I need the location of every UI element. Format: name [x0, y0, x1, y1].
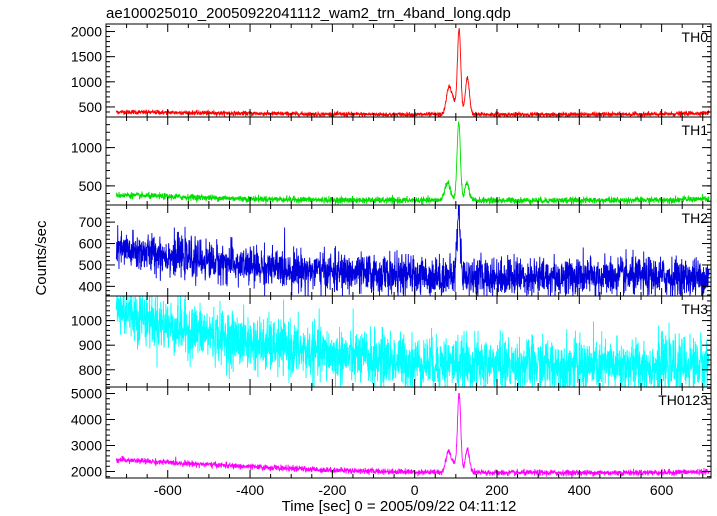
- x-axis: -600 -400 -200 0 200 400 600: [154, 482, 674, 498]
- y-tick-label: 400: [79, 278, 103, 294]
- x-tick-label: 200: [485, 482, 509, 498]
- panel-th0: 500 1000 1500 2000 TH0: [71, 23, 712, 118]
- series-th2: [115, 205, 710, 296]
- panel-label: TH1: [682, 122, 709, 138]
- series-th0123: [115, 392, 710, 478]
- y-tick-label: 5000: [71, 386, 102, 402]
- x-tick-label: -600: [154, 482, 182, 498]
- y-tick-label: 4000: [71, 412, 102, 428]
- x-tick-label: -400: [236, 482, 264, 498]
- y-tick-label: 3000: [71, 438, 102, 454]
- x-tick-label: 600: [650, 482, 674, 498]
- series-th3: [115, 296, 710, 387]
- series-th0: [115, 28, 710, 117]
- x-tick-label: -200: [318, 482, 346, 498]
- y-tick-label: 2000: [71, 24, 102, 40]
- x-axis-label: Time [sec] 0 = 2005/09/22 04:11:12: [282, 498, 517, 515]
- y-tick-label: 900: [79, 337, 103, 353]
- panel-label: TH0123: [658, 392, 708, 408]
- y-tick-label: 600: [79, 236, 103, 252]
- panel-frame: [105, 386, 712, 479]
- y-tick-label: 500: [79, 99, 103, 115]
- panel-th3: 800 900 1000 TH3: [71, 295, 712, 388]
- panel-label: TH2: [682, 210, 709, 226]
- panel-frame: [105, 23, 712, 118]
- y-axis-label: Counts/sec: [33, 220, 50, 296]
- x-tick-label: 0: [411, 482, 419, 498]
- x-tick-label: 400: [568, 482, 592, 498]
- y-tick-label: 1000: [71, 313, 102, 329]
- panel-label: TH3: [682, 301, 709, 317]
- y-tick-label: 700: [79, 214, 103, 230]
- panel-th0123: 2000 3000 4000 5000 TH0123: [71, 386, 712, 480]
- y-tick-label: 1500: [71, 49, 102, 65]
- panels-group: 500 1000 1500 2000 TH0 500 1000 TH1 400 500 600 700…: [71, 23, 712, 480]
- y-tick-label: 1000: [71, 140, 102, 156]
- y-tick-label: 1000: [71, 74, 102, 90]
- panel-th1: 500 1000 TH1: [71, 116, 712, 206]
- panel-frame: [105, 116, 712, 206]
- panel-label: TH0: [682, 29, 709, 45]
- y-tick-label: 500: [79, 257, 103, 273]
- series-th1: [115, 121, 710, 205]
- chart-title: ae100025010_20050922041112_wam2_trn_4ban…: [106, 5, 511, 22]
- y-tick-label: 800: [79, 362, 103, 378]
- y-tick-label: 2000: [71, 464, 102, 480]
- y-tick-label: 500: [79, 178, 103, 194]
- panel-th2: 400 500 600 700 TH2: [79, 204, 712, 297]
